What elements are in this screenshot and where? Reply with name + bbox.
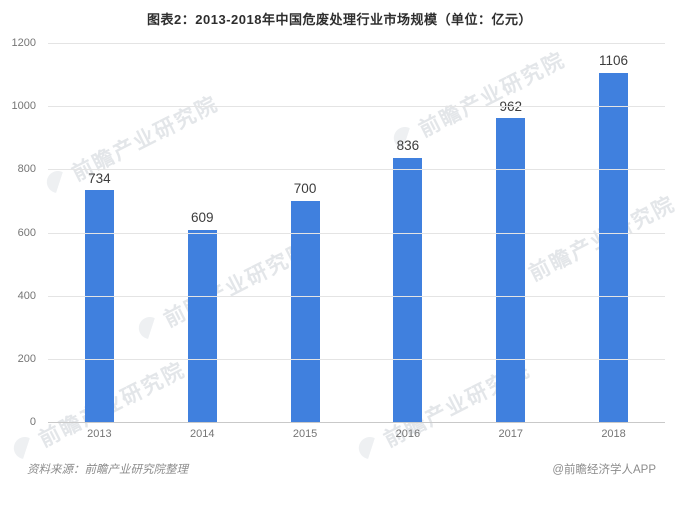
y-tick-label: 1200 (11, 37, 36, 49)
bar[interactable] (393, 157, 423, 422)
chart-title: 图表2：2013-2018年中国危废处理行业市场规模（单位：亿元） (147, 12, 532, 27)
y-tick-label: 0 (29, 416, 36, 428)
bar[interactable] (187, 229, 217, 422)
bar[interactable] (290, 200, 320, 422)
credit-note: @前瞻经济学人APP (552, 464, 656, 476)
gridline (48, 106, 665, 108)
x-axis: 2013 2014 2015 2016 2017 2018 (48, 428, 665, 444)
y-tick-label: 400 (17, 289, 36, 302)
bar-group: 734 (48, 43, 151, 422)
bar-group: 962 (459, 43, 562, 422)
x-tick-label: 2013 (87, 428, 112, 440)
x-tick-label: 2017 (498, 428, 523, 440)
x-tick-label: 2016 (395, 428, 421, 440)
x-tick-label: 2014 (190, 428, 215, 440)
bar-value-label: 700 (293, 181, 317, 197)
gridline (48, 169, 665, 171)
plot-area: 734 609 700 836 962 1106 (48, 43, 665, 423)
bar[interactable] (84, 190, 114, 422)
bar-value-label: 609 (190, 210, 214, 226)
bars-container: 734 609 700 836 962 1106 (48, 43, 665, 422)
x-tick-label: 2018 (601, 428, 626, 440)
bar-value-label: 1106 (599, 53, 629, 69)
y-tick-label: 1000 (11, 100, 36, 113)
y-tick-label: 600 (17, 226, 36, 239)
bar-group: 836 (356, 43, 459, 422)
gridline (48, 232, 665, 234)
bar[interactable] (599, 72, 629, 422)
bar-value-label: 734 (88, 170, 111, 186)
gridline (48, 295, 665, 297)
bar-group: 1106 (562, 43, 665, 422)
bar[interactable] (496, 118, 526, 422)
gridline (48, 358, 665, 360)
qianzhan-logo-icon (10, 433, 40, 463)
bar-group: 609 (151, 43, 254, 422)
y-tick-label: 200 (17, 352, 36, 365)
x-tick-label: 2015 (292, 428, 318, 440)
bar-value-label: 836 (396, 138, 420, 154)
gridline (48, 43, 665, 44)
bar-group: 700 (254, 43, 357, 422)
y-axis: 0 200 400 600 800 1000 1200 (0, 37, 42, 428)
source-note: 资料来源：前瞻产业研究院整理 (27, 464, 188, 476)
y-tick-label: 800 (17, 163, 36, 176)
